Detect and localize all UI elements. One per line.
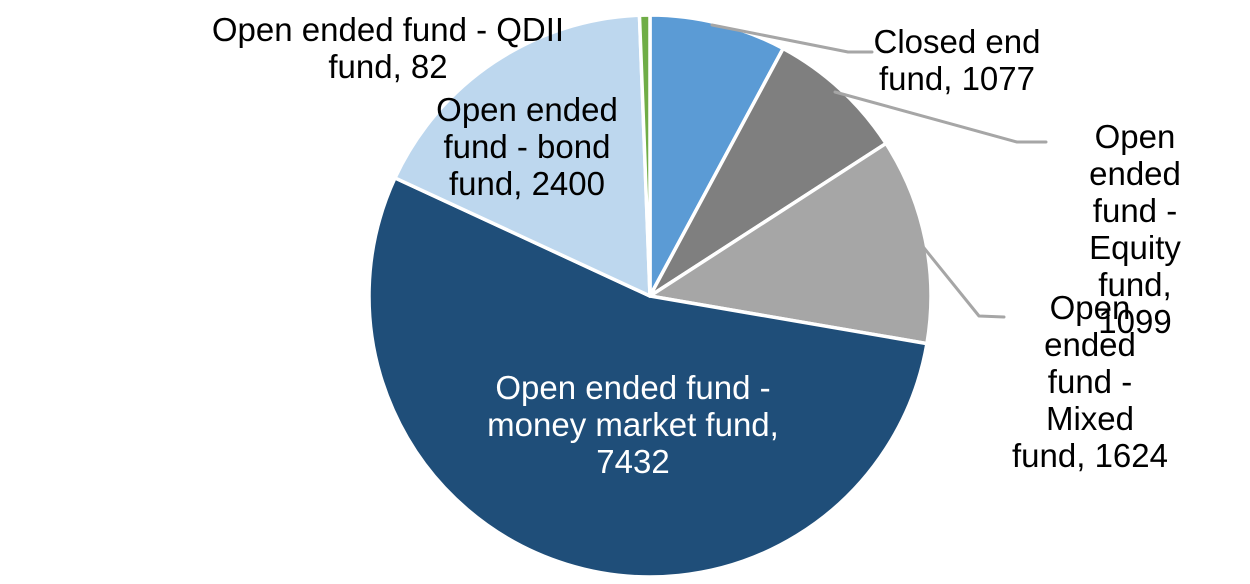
pie-slice-open-ended-equity-fund bbox=[648, 46, 888, 298]
pie-slices bbox=[367, 13, 933, 579]
leader-line-equity-fund bbox=[833, 90, 1048, 144]
pie-slice-open-ended-bond-fund bbox=[393, 13, 652, 298]
pie-slice-open-ended-qdii-fund bbox=[637, 13, 652, 298]
data-label-mixed-fund: Open ended fund - Mixed fund, 1624 bbox=[1012, 289, 1168, 474]
leader-line-mixed-fund bbox=[918, 241, 1006, 319]
pie-slice-open-ended-mixed-fund bbox=[648, 141, 933, 346]
leader-line-closed-end-fund bbox=[710, 23, 874, 54]
data-label-closed-end-fund: Closed end fund, 1077 bbox=[873, 23, 1041, 97]
data-label-money-market-fund: Open ended fund - money market fund, 743… bbox=[487, 369, 779, 480]
data-label-qdii-fund: Open ended fund - QDII fund, 82 bbox=[211, 11, 565, 85]
data-label-bond-fund: Open ended fund - bond fund, 2400 bbox=[436, 91, 618, 202]
data-label-equity-fund: Open ended fund - Equity fund, 1099 bbox=[1089, 118, 1181, 340]
pie-slice-open-ended-money-market-fund bbox=[367, 176, 929, 579]
leader-lines bbox=[710, 23, 1048, 319]
pie-slice-closed-end-fund bbox=[648, 13, 785, 298]
